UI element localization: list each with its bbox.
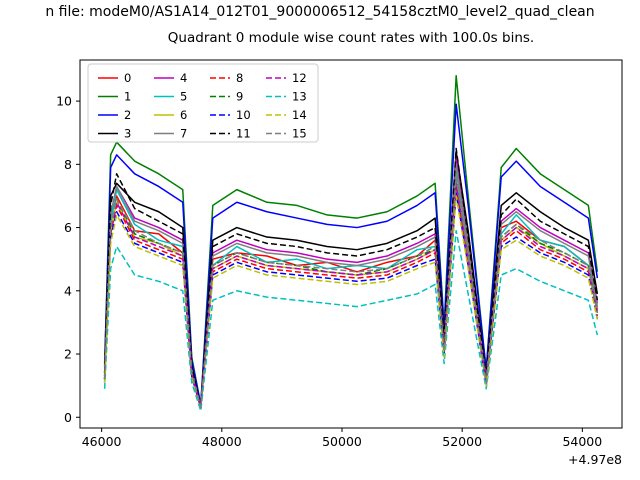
legend-label-14: 14 xyxy=(292,108,307,122)
series-line-11 xyxy=(103,147,599,409)
series-line-10 xyxy=(103,192,599,409)
y-tick-label: 10 xyxy=(56,94,72,109)
y-tick-label: 6 xyxy=(64,220,72,235)
legend-label-15: 15 xyxy=(292,127,307,141)
series-line-8 xyxy=(103,185,599,409)
series-line-3 xyxy=(103,150,599,409)
series-line-1 xyxy=(103,75,599,406)
legend-label-1: 1 xyxy=(124,90,131,104)
axes-frame xyxy=(79,59,623,429)
x-tick-label: 48000 xyxy=(202,434,242,449)
series-line-2 xyxy=(103,103,599,406)
legend-label-11: 11 xyxy=(236,127,251,141)
series-line-0 xyxy=(103,166,599,409)
series-line-5 xyxy=(103,173,599,409)
y-tick-label: 8 xyxy=(64,157,72,172)
x-tick-label: 54000 xyxy=(562,434,602,449)
legend-label-6: 6 xyxy=(180,108,187,122)
series-line-4 xyxy=(103,157,599,409)
figure-suptitle: n file: modeM0/AS1A14_012T01_9000006512_… xyxy=(45,4,595,20)
legend-label-0: 0 xyxy=(124,71,131,85)
y-tick-label: 4 xyxy=(64,283,72,298)
legend-label-8: 8 xyxy=(236,71,243,85)
legend-label-2: 2 xyxy=(124,108,131,122)
series-line-14 xyxy=(103,195,599,409)
legend-label-4: 4 xyxy=(180,71,187,85)
series-line-15 xyxy=(103,176,599,409)
legend-label-5: 5 xyxy=(180,90,187,104)
legend-label-10: 10 xyxy=(236,108,251,122)
series-line-13 xyxy=(103,229,599,412)
series-line-7 xyxy=(103,163,599,409)
x-tick-label: 50000 xyxy=(322,434,362,449)
legend-label-7: 7 xyxy=(180,127,187,141)
y-tick-label: 2 xyxy=(64,347,72,362)
series-group xyxy=(103,75,599,412)
y-tick-label: 0 xyxy=(64,410,72,425)
legend-label-9: 9 xyxy=(236,90,243,104)
legend-label-13: 13 xyxy=(292,90,307,104)
x-tick-label: 52000 xyxy=(442,434,482,449)
x-tick-label: 46000 xyxy=(82,434,122,449)
x-axis-offset-label: +4.97e8 xyxy=(568,452,622,467)
legend-label-3: 3 xyxy=(124,127,131,141)
legend-label-12: 12 xyxy=(292,71,307,85)
legend-frame xyxy=(87,63,319,143)
axes-title: Quadrant 0 module wise count rates with … xyxy=(167,30,535,46)
